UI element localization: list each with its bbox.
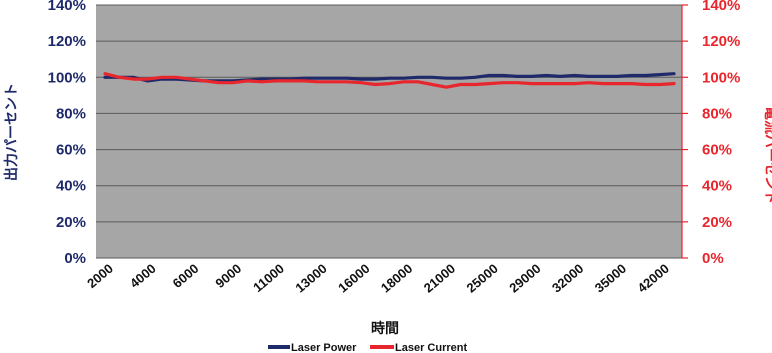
legend-label-laser-current: Laser Current	[395, 342, 467, 353]
right-tick-label: 20%	[702, 214, 732, 231]
right-tick-label: 120%	[702, 33, 740, 50]
left-axis-ticks: 0% 20% 40% 60% 80% 100% 120% 140%	[48, 0, 86, 267]
x-axis-ticks: 2000 4000 6000 9000 11000 13000 16000 18000 2100…	[84, 261, 672, 296]
plot-area	[96, 5, 682, 258]
x-tick-label: 25000	[464, 261, 501, 296]
x-tick-label: 13000	[292, 261, 329, 296]
x-tick-label: 2000	[84, 261, 116, 291]
x-tick-label: 29000	[506, 261, 543, 296]
right-tick-label: 140%	[702, 0, 740, 14]
left-axis-title: 出力パーセント	[3, 83, 19, 181]
x-tick-label: 18000	[378, 261, 415, 296]
left-tick-label: 140%	[48, 0, 86, 14]
x-tick-label: 16000	[335, 261, 372, 296]
left-tick-label: 60%	[56, 142, 86, 159]
x-axis-title: 時間	[371, 320, 399, 336]
right-axis-title: 電流パーセント	[763, 106, 772, 204]
right-tick-label: 80%	[702, 105, 732, 122]
x-tick-label: 9000	[212, 261, 244, 291]
x-tick-label: 35000	[592, 261, 629, 296]
right-tick-label: 40%	[702, 178, 732, 195]
left-tick-label: 80%	[56, 105, 86, 122]
x-tick-label: 6000	[170, 261, 202, 291]
right-tick-label: 100%	[702, 69, 740, 86]
left-tick-label: 0%	[64, 250, 86, 267]
legend: Laser Power Laser Current	[268, 342, 467, 353]
x-tick-label: 42000	[635, 261, 672, 296]
right-axis-ticks: 0% 20% 40% 60% 80% 100% 120% 140%	[682, 0, 740, 267]
left-tick-label: 40%	[56, 178, 86, 195]
legend-label-laser-power: Laser Power	[291, 342, 357, 353]
series-line-laser-current	[103, 72, 676, 89]
x-tick-label: 21000	[421, 261, 458, 296]
x-tick-label: 4000	[127, 261, 159, 291]
series-lines	[103, 72, 676, 89]
left-tick-label: 20%	[56, 214, 86, 231]
left-tick-label: 100%	[48, 69, 86, 86]
x-tick-label: 32000	[549, 261, 586, 296]
x-tick-label: 11000	[250, 261, 287, 295]
right-tick-label: 60%	[702, 142, 732, 159]
right-tick-label: 0%	[702, 250, 724, 267]
left-tick-label: 120%	[48, 33, 86, 50]
